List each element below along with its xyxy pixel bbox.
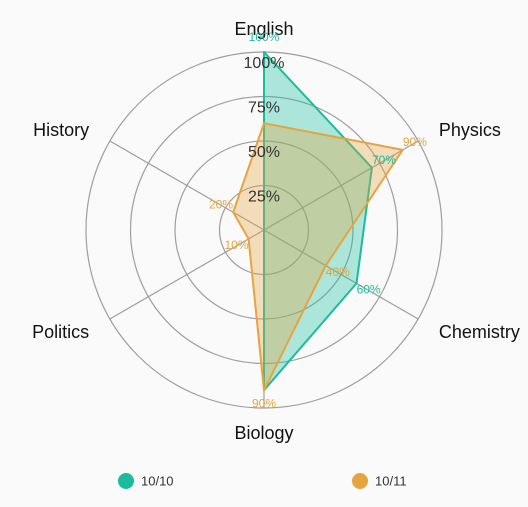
data-label: 20%: [209, 197, 233, 211]
data-labels: 100% 70% 60% 90% 40% 90% 10% 20%: [209, 30, 427, 410]
ring-labels: 25% 50% 75% 100%: [244, 55, 285, 206]
legend-swatch: [352, 473, 368, 489]
grid-spoke: [263, 140, 419, 231]
legend-swatch: [118, 473, 134, 489]
data-label: 40%: [326, 265, 350, 279]
legend-item[interactable]: 10/10: [118, 473, 174, 489]
ring-label: 25%: [248, 189, 280, 206]
data-label: 100%: [249, 30, 280, 44]
data-label: 90%: [252, 396, 276, 410]
legend-item[interactable]: 10/11: [352, 473, 407, 489]
axis-label-physics: Physics: [439, 120, 501, 140]
series-polygon-1: [263, 51, 373, 392]
ring-label: 50%: [248, 144, 280, 161]
legend: 10/10 10/11: [118, 473, 407, 489]
ring-label: 75%: [248, 100, 280, 117]
series-polygon-2: [232, 122, 404, 392]
axis-labels: English Physics Chemistry Biology Politics Hi…: [32, 19, 520, 443]
axis-label-biology: Biology: [234, 423, 293, 443]
data-label: 70%: [372, 153, 396, 167]
legend-label: 10/10: [141, 473, 174, 488]
axis-label-history: History: [33, 120, 89, 140]
grid-spoke: [263, 229, 419, 320]
axis-label-english: English: [234, 19, 293, 39]
legend-label: 10/11: [375, 473, 407, 488]
data-label: 60%: [357, 283, 381, 297]
grid-spoke: [109, 140, 265, 231]
axis-label-chemistry: Chemistry: [439, 322, 520, 342]
data-label: 10%: [224, 238, 248, 252]
series-layer: [232, 51, 404, 392]
grid-spoke: [109, 229, 265, 320]
data-label: 90%: [403, 135, 427, 149]
ring-label: 100%: [244, 55, 285, 72]
axis-label-politics: Politics: [32, 322, 89, 342]
